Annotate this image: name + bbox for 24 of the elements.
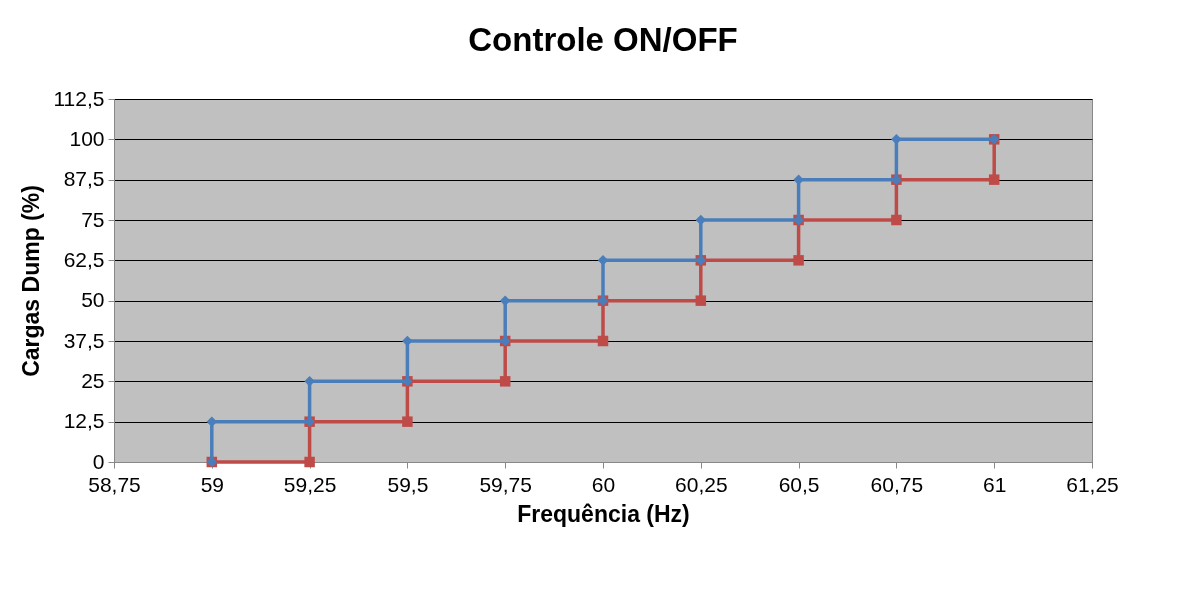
y-tick-label: 25: [81, 368, 105, 392]
x-tick-label: 60,75: [870, 472, 924, 496]
y-tick-label: 87,5: [63, 167, 105, 191]
chart-title: Controle ON/OFF: [468, 21, 738, 58]
y-tick-label: 75: [81, 207, 105, 231]
x-tick-label: 60,5: [778, 472, 820, 496]
y-tick-label: 62,5: [63, 247, 105, 271]
y-axis-title: Cargas Dump (%): [17, 185, 44, 377]
y-tick-label: 12,5: [63, 409, 105, 433]
x-tick-label: 59,75: [479, 472, 532, 496]
y-tick-label: 112,5: [53, 86, 105, 110]
x-tick-label: 59: [200, 472, 224, 496]
x-tick-label: 60: [591, 472, 616, 496]
x-tick-label: 58,75: [88, 472, 141, 496]
x-tick-label: 61,25: [1066, 472, 1119, 496]
x-axis-title: Frequência (Hz): [517, 500, 690, 527]
y-tick-label: 0: [92, 449, 105, 473]
x-tick-label: 61: [983, 472, 1007, 496]
y-tick-label: 50: [81, 288, 105, 312]
x-tick-label: 60,25: [675, 472, 728, 496]
y-tick-label: 37,5: [63, 328, 105, 352]
x-tick-label: 59,5: [387, 472, 429, 496]
x-tick-label: 59,25: [283, 472, 337, 496]
y-tick-label: 100: [69, 126, 105, 150]
